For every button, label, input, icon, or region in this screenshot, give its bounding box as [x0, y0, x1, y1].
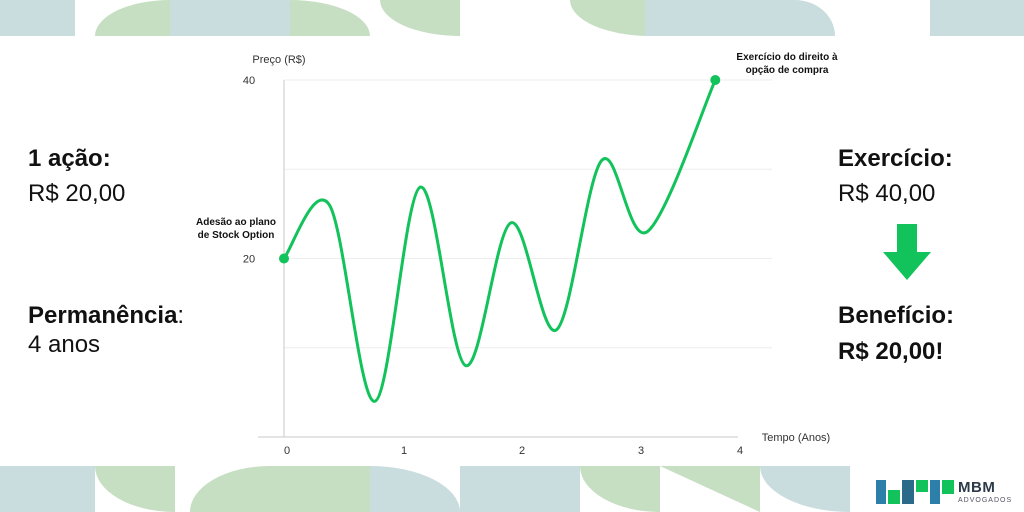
bottom-decorative-band — [0, 466, 850, 512]
x-tick-label: 2 — [519, 445, 525, 457]
y-tick-label: 40 — [243, 75, 255, 87]
arrow-down-icon — [883, 224, 931, 280]
permanence-label: Permanência — [28, 302, 178, 329]
exercise-block: Exercício: R$ 40,00 — [838, 145, 1008, 209]
benefit-block: Benefício: R$ 20,00! — [838, 302, 1008, 366]
x-tick-label: 3 — [638, 445, 644, 457]
annotation-label: Exercício do direito à opção de compra — [736, 52, 838, 76]
x-axis-label: Tempo (Anos) — [762, 432, 830, 444]
top-decorative-band — [0, 0, 1024, 36]
chart-annotations: Adesão ao plano de Stock Option Exercício … — [196, 52, 838, 241]
permanence-colon: : — [177, 302, 185, 329]
x-tick-label: 4 — [737, 445, 743, 457]
share-value: R$ 20,00 — [28, 180, 126, 207]
y-axis-label: Preço (R$) — [252, 54, 305, 66]
price-line — [282, 78, 717, 403]
data-point — [279, 253, 289, 264]
logo-subtitle: ADVOGADOS — [958, 497, 1013, 504]
share-price-block: 1 ação: R$ 20,00 — [28, 145, 248, 209]
benefit-value: R$ 20,00! — [838, 338, 944, 365]
permanence-value: 4 anos — [28, 331, 101, 358]
permanence-block: Permanência: 4 anos — [28, 302, 248, 360]
exercise-label: Exercício: — [838, 145, 953, 172]
exercise-value: R$ 40,00 — [838, 180, 936, 207]
x-tick-label: 1 — [401, 445, 407, 457]
share-label: 1 ação: — [28, 145, 111, 172]
y-tick-label: 20 — [243, 254, 255, 266]
logo-name: MBM — [958, 479, 996, 496]
data-point — [710, 75, 721, 85]
annotation-label: Adesão ao plano de Stock Option — [196, 217, 276, 241]
x-tick-labels: 0 1 2 3 4 — [284, 445, 743, 457]
x-tick-label: 0 — [284, 445, 290, 457]
mbm-logo-icon — [876, 480, 954, 504]
benefit-label: Benefício: — [838, 302, 955, 329]
